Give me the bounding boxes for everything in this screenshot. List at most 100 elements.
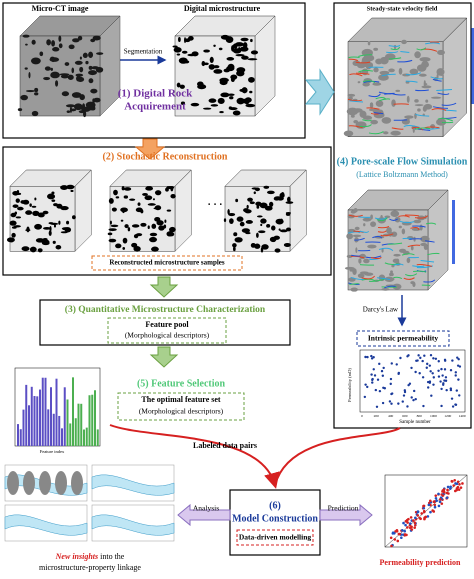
point [381, 374, 385, 377]
streamline [384, 285, 396, 289]
pore [55, 80, 59, 87]
pore [386, 227, 392, 234]
pore [88, 65, 93, 70]
pore [219, 111, 224, 114]
streamline [380, 233, 394, 237]
streamline [384, 92, 395, 95]
pore [239, 221, 245, 227]
pore [50, 67, 53, 71]
pore [278, 228, 281, 231]
pore [213, 65, 220, 69]
pore [75, 73, 84, 77]
point [461, 482, 464, 485]
grain [23, 471, 35, 495]
pore [11, 226, 17, 229]
streamline [411, 126, 424, 131]
point [404, 523, 407, 527]
bar [17, 424, 19, 446]
pore [145, 186, 154, 191]
tick-label: 1200 [444, 414, 451, 418]
point [421, 359, 424, 363]
pore [82, 52, 88, 59]
pore [108, 238, 117, 243]
colorbar [471, 28, 474, 104]
merge-arrows [109, 424, 401, 489]
pore [64, 62, 70, 66]
pore [66, 184, 75, 190]
point [457, 488, 461, 491]
point [451, 359, 454, 362]
pore [283, 242, 291, 247]
pore [172, 45, 178, 48]
point [443, 359, 447, 362]
streamline [393, 276, 403, 279]
point [421, 376, 425, 379]
grain [71, 471, 83, 495]
point [457, 358, 460, 361]
point [418, 516, 422, 520]
channel [91, 514, 175, 536]
pore [108, 198, 114, 204]
pore [61, 91, 70, 97]
point [445, 388, 448, 392]
tick-label: 1000 [430, 414, 437, 418]
pore [369, 102, 374, 109]
pore [17, 108, 23, 112]
streamline [407, 244, 421, 248]
pore [158, 225, 165, 231]
pore [256, 205, 260, 209]
tick-label: 800 [417, 414, 423, 418]
pore [236, 216, 244, 222]
point [432, 376, 435, 379]
arrow-down [149, 346, 179, 368]
label: Labeled data pairs [193, 441, 257, 450]
box-3 [39, 299, 291, 346]
streamline [388, 44, 401, 47]
box-6 [229, 489, 321, 556]
point [410, 366, 413, 370]
pore [73, 103, 83, 111]
point [393, 538, 397, 541]
pore [28, 71, 31, 79]
point [403, 390, 407, 394]
pore [226, 57, 235, 61]
pore [88, 70, 97, 76]
pore [219, 79, 228, 86]
point [375, 405, 379, 408]
streamline [390, 46, 401, 51]
stage-title: (3) Quantitative Microstructure Characte… [65, 304, 266, 315]
pore [51, 40, 56, 47]
streamline [348, 214, 363, 217]
point [371, 378, 374, 382]
pore [208, 64, 215, 70]
rock-cube [344, 189, 449, 292]
point [412, 398, 415, 402]
pore [58, 35, 62, 42]
pore [25, 89, 36, 93]
pore [68, 44, 75, 50]
streamline [415, 113, 430, 117]
bar [63, 387, 66, 446]
tick-label: 0 [361, 414, 363, 418]
point [458, 483, 461, 486]
pore [25, 43, 28, 46]
pore [110, 224, 119, 228]
pore [67, 74, 74, 80]
streamline [441, 102, 457, 106]
streamline [414, 215, 429, 219]
pore [266, 224, 271, 228]
stage-title: (1) Digital Rock [118, 88, 193, 100]
pore [135, 207, 143, 213]
streamline [368, 278, 385, 282]
point [370, 373, 373, 376]
pore [92, 35, 101, 41]
pore [239, 88, 246, 92]
pore [418, 73, 427, 77]
pore [406, 257, 411, 264]
label: (Morphological descriptors) [125, 331, 210, 340]
pore [71, 92, 82, 98]
pore [85, 101, 96, 109]
point [412, 519, 415, 522]
streamline [416, 264, 433, 267]
streamline [425, 42, 440, 45]
